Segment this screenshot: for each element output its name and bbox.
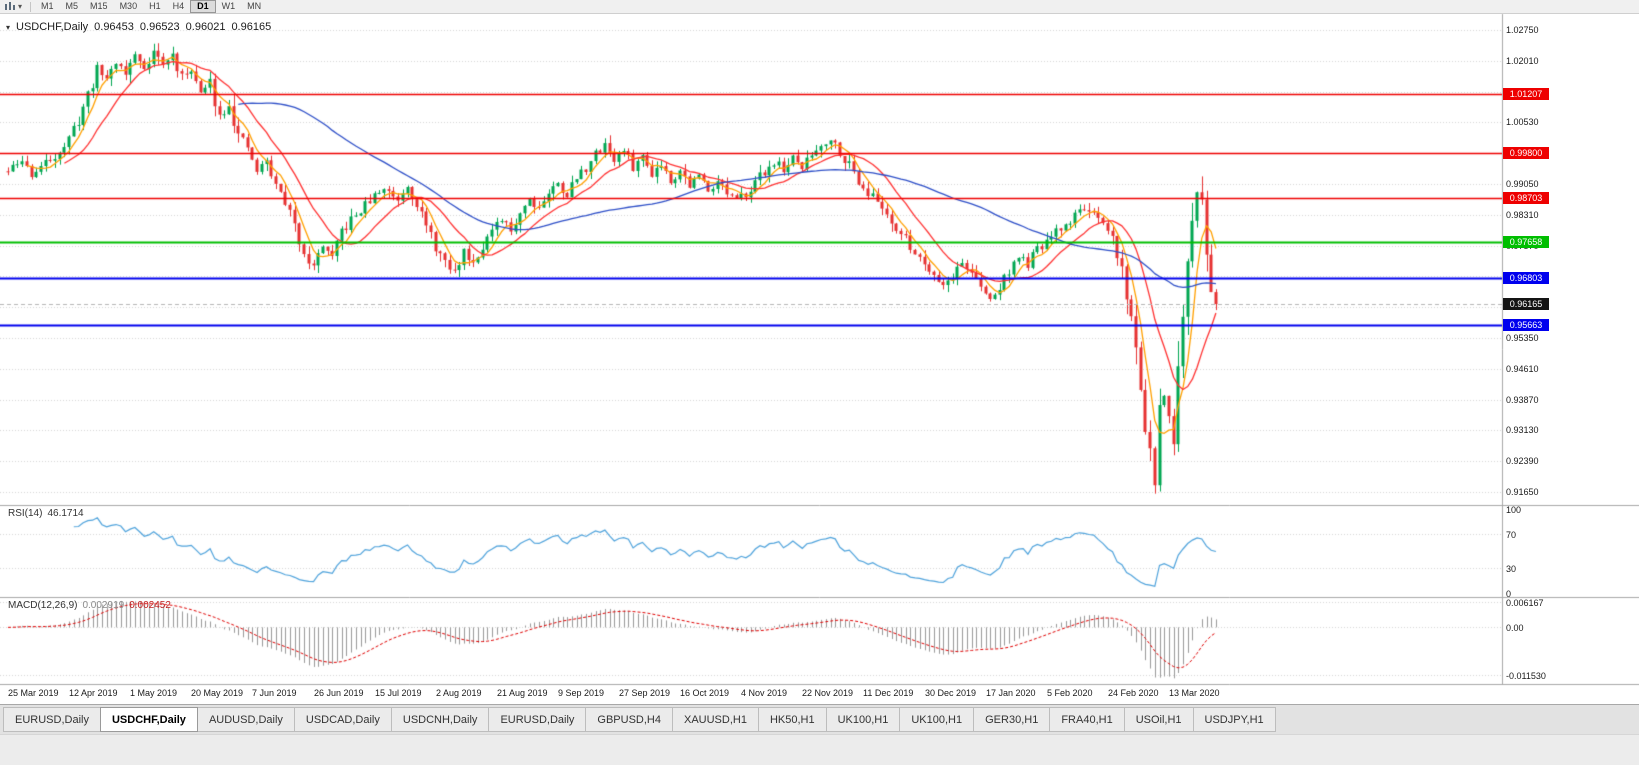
timeframe-button-m1[interactable]: M1 (41, 1, 54, 11)
chart-tab-usdjpy-h1[interactable]: USDJPY,H1 (1192, 707, 1276, 732)
timeframe-button-m5[interactable]: M5 (65, 1, 79, 11)
chart-tab-audusd-daily[interactable]: AUDUSD,Daily (196, 707, 295, 732)
toolbar-separator (30, 1, 32, 12)
timeframe-button-m15[interactable]: M15 (90, 1, 108, 11)
timeframe-button-d1[interactable]: D1 (190, 0, 216, 13)
rsi-value: 46.1714 (47, 508, 84, 519)
chart-low-value: 0.96021 (185, 21, 226, 33)
timeframe-toolbar: M1 M5 M15 M30 H1 H4 D1 W1 MN (35, 0, 267, 13)
chart-high-value: 0.96523 (139, 21, 180, 33)
chart-open-value: 0.96453 (94, 21, 134, 33)
timeframe-button-m30[interactable]: M30 (119, 1, 138, 11)
price-chart-canvas[interactable] (0, 0, 1639, 704)
chart-tab-usdchf-daily[interactable]: USDCHF,Daily (99, 707, 198, 732)
timeframe-button-h1[interactable]: H1 (149, 1, 161, 11)
toolbar: ▾ M1 M5 M15 M30 H1 H4 D1 W1 MN (0, 0, 1639, 14)
chevron-down-icon[interactable]: ▾ (18, 1, 23, 11)
chart-type-icon[interactable] (4, 1, 16, 13)
chart-tab-usdcnh-daily[interactable]: USDCNH,Daily (390, 707, 490, 732)
chart-context-menu-icon[interactable]: ▾ (6, 22, 11, 32)
chart-symbol-period: USDCHF,Daily (16, 21, 89, 33)
chart-tab-usdcad-daily[interactable]: USDCAD,Daily (293, 707, 392, 732)
chart-tab-xauusd-h1[interactable]: XAUUSD,H1 (671, 707, 759, 732)
chart-tab-eurusd-daily[interactable]: EURUSD,Daily (488, 707, 587, 732)
timeframe-button-w1[interactable]: W1 (221, 1, 236, 11)
chart-tab-eurusd-daily[interactable]: EURUSD,Daily (3, 707, 101, 732)
chart-tab-uk100-h1[interactable]: UK100,H1 (899, 707, 975, 732)
macd-signal-value: 0.002452 (129, 600, 171, 611)
rsi-label: RSI(14) (8, 508, 43, 519)
status-bar (0, 734, 1639, 765)
chart-tab-usoil-h1[interactable]: USOil,H1 (1123, 707, 1194, 732)
timeframe-button-mn[interactable]: MN (247, 1, 262, 11)
chart-tab-ger30-h1[interactable]: GER30,H1 (973, 707, 1051, 732)
macd-main-value: 0.002919 (82, 600, 125, 611)
chart-tab-gbpusd-h4[interactable]: GBPUSD,H4 (585, 707, 673, 732)
rsi-title: RSI(14) 46.1714 (8, 508, 84, 519)
chart-tab-fra40-h1[interactable]: FRA40,H1 (1049, 707, 1125, 732)
chart-tab-uk100-h1[interactable]: UK100,H1 (825, 707, 901, 732)
macd-title: MACD(12,26,9) 0.002919 0.002452 (8, 600, 171, 611)
chart-type-group: ▾ (0, 1, 26, 13)
chart-title: ▾ USDCHF,Daily 0.96453 0.96523 0.96021 0… (6, 21, 271, 33)
macd-label: MACD(12,26,9) (8, 600, 78, 611)
timeframe-button-h4[interactable]: H4 (172, 1, 185, 11)
chart-tab-bar: EURUSD,Daily USDCHF,Daily AUDUSD,Daily USDC… (0, 704, 1639, 734)
chart-close-value: 0.96165 (231, 21, 272, 33)
chart-tab-hk50-h1[interactable]: HK50,H1 (757, 707, 827, 732)
